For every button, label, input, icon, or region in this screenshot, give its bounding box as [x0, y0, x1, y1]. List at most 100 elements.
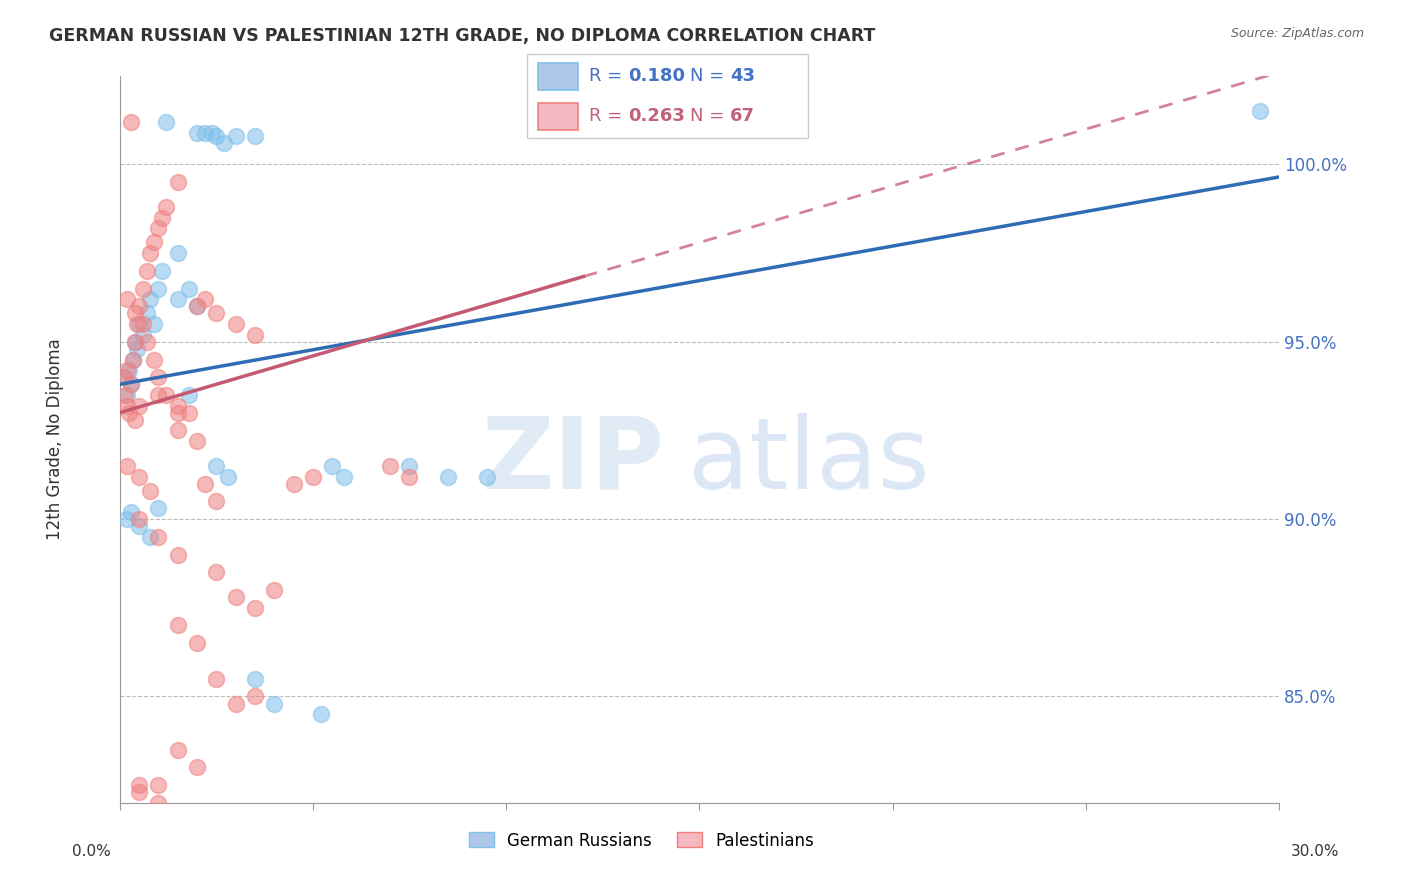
- Point: [166, 399, 188, 413]
- Point: [148, 282, 170, 296]
- Text: 43: 43: [730, 68, 755, 86]
- Text: R =: R =: [589, 107, 628, 125]
- Point: [139, 483, 162, 498]
- Point: [124, 334, 146, 349]
- Point: [135, 306, 157, 320]
- Point: [120, 115, 142, 129]
- Point: [186, 299, 208, 313]
- Point: [205, 494, 228, 508]
- Point: [148, 778, 170, 792]
- Point: [143, 352, 166, 367]
- Point: [128, 317, 150, 331]
- Point: [225, 129, 247, 144]
- Point: [114, 370, 136, 384]
- Point: [125, 342, 148, 356]
- Point: [205, 306, 228, 320]
- Point: [205, 566, 228, 580]
- Point: [125, 317, 148, 331]
- Point: [148, 388, 170, 402]
- FancyBboxPatch shape: [538, 103, 578, 130]
- FancyBboxPatch shape: [538, 62, 578, 90]
- Point: [186, 126, 208, 140]
- Point: [166, 246, 188, 260]
- Point: [139, 530, 162, 544]
- Point: [201, 126, 224, 140]
- Point: [378, 458, 402, 473]
- Point: [143, 235, 166, 250]
- Point: [143, 317, 166, 331]
- Point: [166, 618, 188, 632]
- Point: [437, 469, 460, 483]
- Point: [217, 469, 239, 483]
- Point: [166, 548, 188, 562]
- Text: 67: 67: [730, 107, 755, 125]
- Point: [243, 327, 266, 342]
- Point: [118, 406, 141, 420]
- Text: 0.180: 0.180: [628, 68, 686, 86]
- Point: [132, 327, 155, 342]
- Point: [120, 377, 142, 392]
- Point: [263, 697, 285, 711]
- Point: [117, 512, 138, 526]
- Point: [186, 636, 208, 650]
- FancyBboxPatch shape: [527, 54, 808, 138]
- Point: [225, 697, 247, 711]
- Point: [139, 246, 162, 260]
- Point: [194, 476, 217, 491]
- Point: [166, 292, 188, 306]
- Point: [148, 530, 170, 544]
- Point: [186, 434, 208, 448]
- Point: [120, 377, 142, 392]
- Point: [132, 317, 155, 331]
- Point: [309, 707, 332, 722]
- Point: [117, 399, 138, 413]
- Point: [132, 282, 155, 296]
- Point: [117, 363, 138, 377]
- Point: [177, 406, 201, 420]
- Point: [148, 370, 170, 384]
- Point: [225, 317, 247, 331]
- Text: GERMAN RUSSIAN VS PALESTINIAN 12TH GRADE, NO DIPLOMA CORRELATION CHART: GERMAN RUSSIAN VS PALESTINIAN 12TH GRADE…: [49, 27, 876, 45]
- Point: [117, 458, 138, 473]
- Text: ZIP: ZIP: [482, 413, 665, 509]
- Point: [148, 796, 170, 810]
- Point: [128, 778, 150, 792]
- Point: [124, 413, 146, 427]
- Point: [128, 299, 150, 313]
- Point: [1249, 104, 1271, 119]
- Point: [135, 334, 157, 349]
- Text: Source: ZipAtlas.com: Source: ZipAtlas.com: [1230, 27, 1364, 40]
- Point: [124, 306, 146, 320]
- Point: [321, 458, 343, 473]
- Point: [155, 388, 177, 402]
- Point: [205, 672, 228, 686]
- Text: 30.0%: 30.0%: [1291, 845, 1339, 859]
- Point: [194, 292, 217, 306]
- Point: [150, 211, 173, 225]
- Point: [128, 785, 150, 799]
- Point: [301, 469, 323, 483]
- Point: [186, 760, 208, 774]
- Point: [205, 129, 228, 144]
- Y-axis label: 12th Grade, No Diploma: 12th Grade, No Diploma: [46, 338, 63, 541]
- Point: [194, 126, 217, 140]
- Point: [118, 363, 141, 377]
- Point: [283, 476, 305, 491]
- Point: [205, 458, 228, 473]
- Point: [148, 221, 170, 235]
- Point: [166, 406, 188, 420]
- Point: [212, 136, 235, 151]
- Point: [243, 129, 266, 144]
- Point: [114, 388, 136, 402]
- Text: atlas: atlas: [688, 413, 929, 509]
- Text: 0.263: 0.263: [628, 107, 685, 125]
- Point: [128, 469, 150, 483]
- Point: [155, 115, 177, 129]
- Point: [398, 458, 420, 473]
- Point: [155, 200, 177, 214]
- Text: N =: N =: [690, 107, 730, 125]
- Point: [398, 469, 420, 483]
- Point: [225, 590, 247, 604]
- Point: [166, 424, 188, 438]
- Point: [128, 512, 150, 526]
